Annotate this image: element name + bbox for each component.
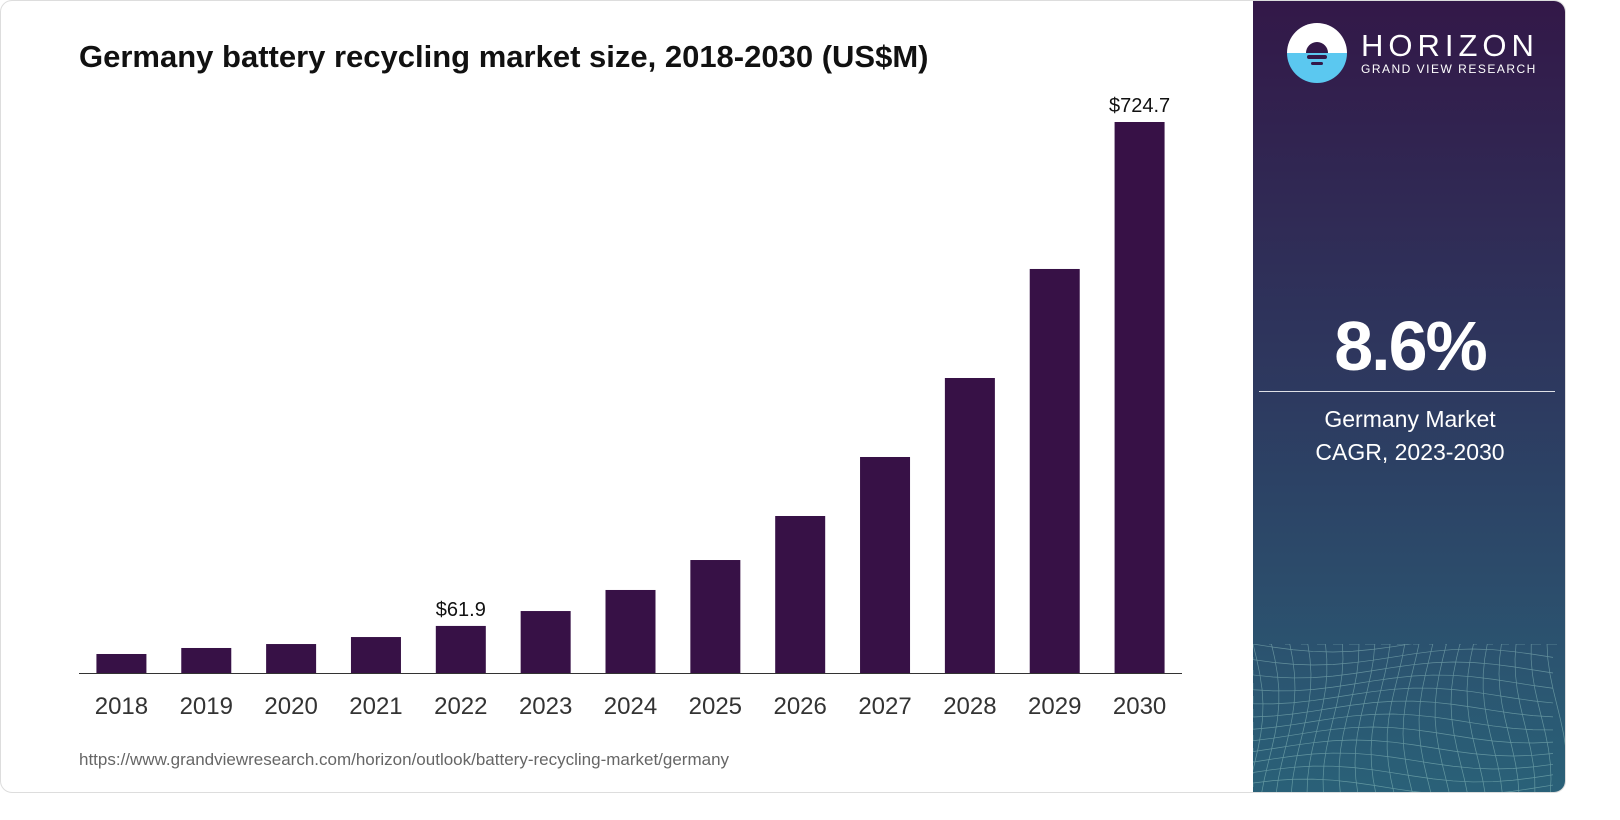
x-tick-label: 2025	[689, 693, 742, 720]
data-label: $61.9	[436, 599, 486, 621]
mesh-decoration	[1253, 644, 1565, 792]
x-tick-label: 2027	[858, 693, 911, 720]
x-tick-label: 2018	[95, 693, 148, 720]
bar-2026	[775, 515, 826, 673]
bar-2018	[96, 653, 147, 673]
chart-title: Germany battery recycling market size, 2…	[79, 39, 929, 74]
bar-2023	[520, 611, 571, 673]
x-tick-label: 2028	[943, 693, 996, 720]
bar-2024	[605, 589, 656, 673]
bar-2019	[181, 647, 232, 673]
horizon-logo-icon	[1287, 23, 1347, 83]
bar-2027	[860, 456, 911, 673]
x-tick-label: 2019	[180, 693, 233, 720]
source-url[interactable]: https://www.grandviewresearch.com/horizo…	[79, 750, 730, 769]
bar-2021	[350, 637, 401, 673]
bar-2022	[435, 625, 486, 673]
bar-2020	[266, 644, 317, 673]
bar-2028	[944, 377, 995, 673]
horizon-logo: HORIZON GRAND VIEW RESEARCH	[1287, 23, 1539, 83]
summary-panel: HORIZON GRAND VIEW RESEARCH 8.6% Germany…	[1253, 1, 1565, 792]
x-tick-label: 2029	[1028, 693, 1081, 720]
cagr-value: 8.6%	[1334, 307, 1488, 385]
bar-2030	[1114, 122, 1165, 673]
x-tick-label: 2021	[349, 693, 402, 720]
bar-2025	[690, 560, 741, 673]
x-tick-label: 2030	[1113, 693, 1166, 720]
divider	[1259, 391, 1555, 392]
chart-card: Germany battery recycling market size, 2…	[0, 0, 1566, 793]
x-tick-label: 2023	[519, 693, 572, 720]
data-label: $724.7	[1109, 95, 1170, 117]
cagr-label: Germany Market CAGR, 2023-2030	[1253, 403, 1565, 469]
brand-name: HORIZON	[1361, 28, 1539, 63]
brand-sub: GRAND VIEW RESEARCH	[1361, 62, 1537, 76]
x-tick-label: 2026	[773, 693, 826, 720]
cagr-label-line1: Germany Market	[1324, 406, 1496, 432]
bar-chart: 2018 2019 2020 2021 2022 $61.9 2023 2024 2025 202…	[79, 95, 1182, 720]
x-tick-label: 2020	[264, 693, 317, 720]
x-tick-label: 2024	[604, 693, 657, 720]
x-tick-label: 2022	[434, 693, 487, 720]
cagr-label-line2: CAGR, 2023-2030	[1315, 439, 1505, 465]
bar-2029	[1029, 268, 1080, 673]
